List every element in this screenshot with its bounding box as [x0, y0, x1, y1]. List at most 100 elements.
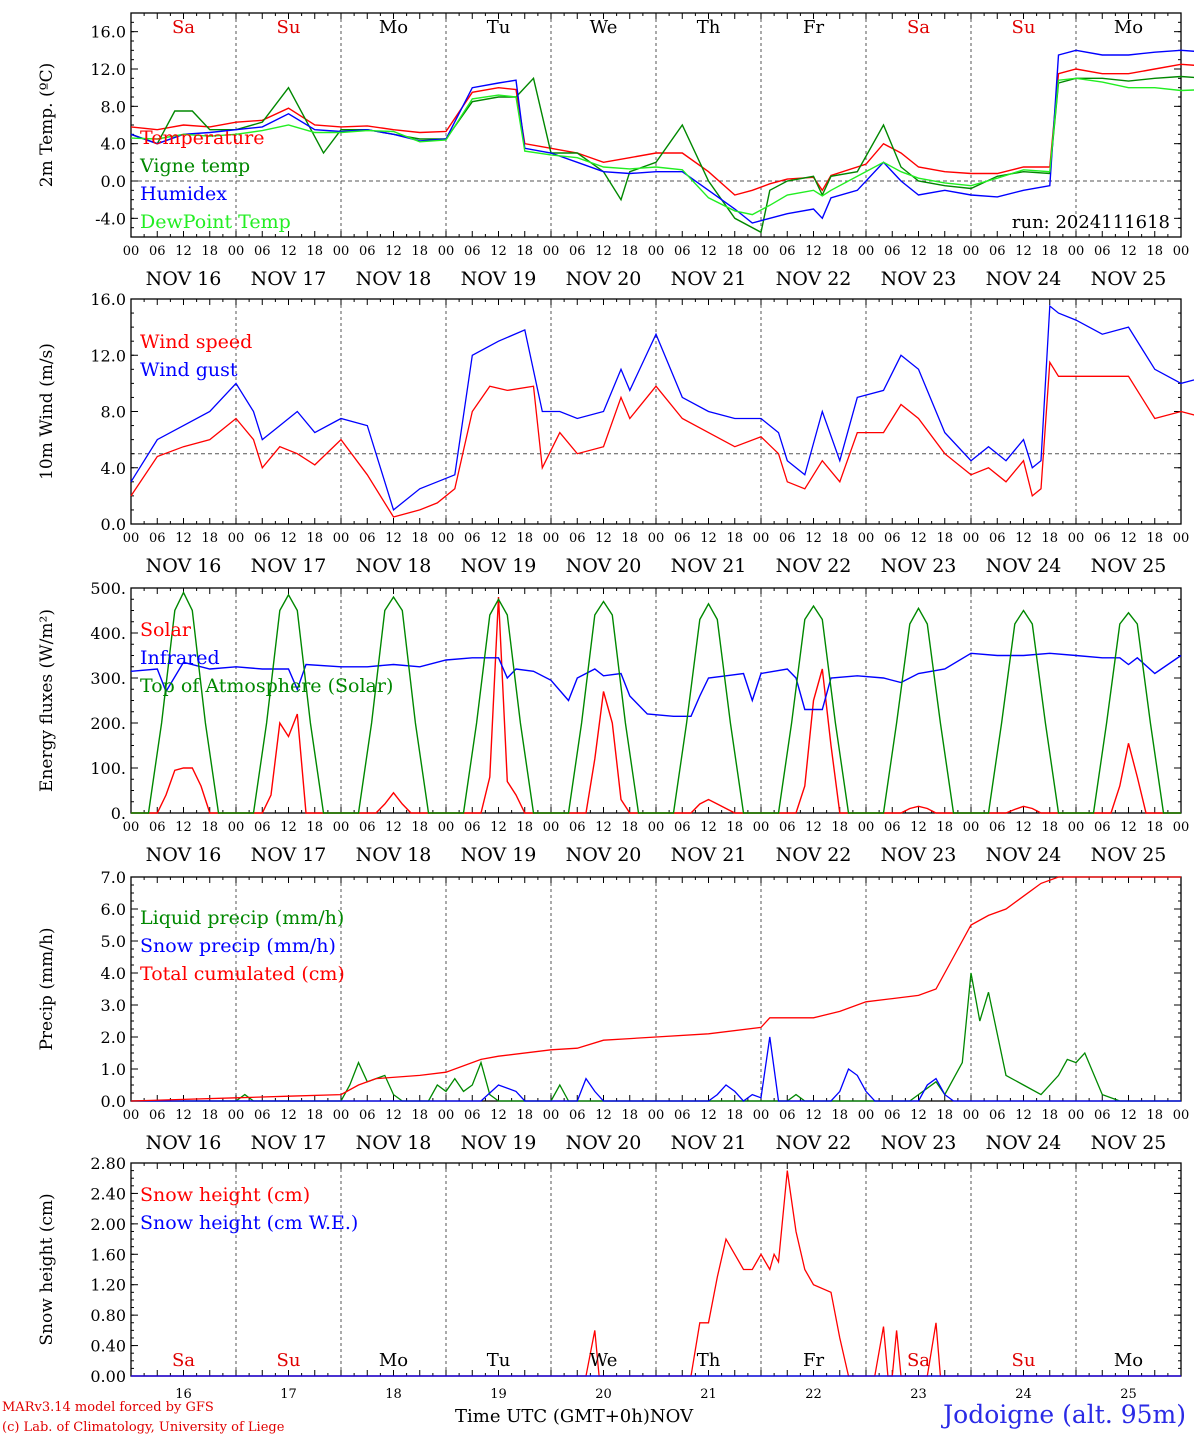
- weekday-label: Sa: [907, 1350, 930, 1371]
- hour-label: 18: [411, 244, 428, 259]
- hour-label: 06: [1094, 244, 1111, 259]
- hour-label: 18: [306, 1108, 323, 1123]
- hour-label: 12: [700, 820, 717, 835]
- hour-label: 12: [805, 244, 822, 259]
- hour-label: 06: [674, 244, 691, 259]
- hour-label: 00: [333, 1108, 350, 1123]
- hour-label: 06: [254, 820, 271, 835]
- panel-energy: 0. 100. 200. 300. 400. 500. Energy fluxes (W/m…: [37, 579, 1189, 866]
- hour-label: 12: [910, 820, 927, 835]
- hour-label: 00: [858, 244, 875, 259]
- day-number-label: 22: [805, 1387, 822, 1402]
- hour-label: 12: [595, 244, 612, 259]
- date-label: NOV 21: [671, 555, 747, 577]
- series-line-precip-1: [131, 1036, 1181, 1102]
- hour-label: 18: [726, 1108, 743, 1123]
- hour-label: 06: [779, 820, 796, 835]
- y-tick-label: 4.0: [101, 135, 126, 154]
- hour-label: 18: [1146, 244, 1163, 259]
- series-line-energy-2: [131, 590, 1181, 814]
- hour-label: 06: [989, 820, 1006, 835]
- weekday-label: Sa: [907, 17, 930, 38]
- hour-label: 18: [516, 820, 533, 835]
- hour-label: 18: [936, 1108, 953, 1123]
- legend-temp-0: Temperature: [140, 127, 264, 149]
- hour-label: 18: [201, 1108, 218, 1123]
- hour-label: 06: [254, 1108, 271, 1123]
- hour-label: 00: [123, 820, 140, 835]
- date-label: NOV 24: [986, 268, 1062, 290]
- series-line-temp-2: [130, 49, 1194, 224]
- hour-label: 00: [543, 531, 560, 546]
- day-number-label: 19: [490, 1387, 507, 1402]
- y-tick-label: 0.00: [90, 1367, 126, 1386]
- hour-label: 12: [700, 1108, 717, 1123]
- y-tick-label: 400.: [90, 624, 126, 643]
- hour-label: 00: [1068, 1108, 1085, 1123]
- weekday-label: Fr: [803, 1350, 824, 1371]
- hour-label: 12: [595, 531, 612, 546]
- y-tick-label: 500.: [90, 579, 126, 598]
- day-number-label: 25: [1120, 1387, 1137, 1402]
- lab-credit: (c) Lab. of Climatology, University of L…: [2, 1420, 285, 1435]
- hour-label: 00: [963, 531, 980, 546]
- hour-label: 06: [464, 244, 481, 259]
- day-number-label: 16: [175, 1387, 192, 1402]
- y-tick-label: 200.: [90, 714, 126, 733]
- day-number-label: 18: [385, 1387, 402, 1402]
- legend-snow-0: Snow height (cm): [140, 1184, 310, 1206]
- hour-label: 06: [779, 244, 796, 259]
- hour-label: 00: [648, 820, 665, 835]
- hour-label: 00: [228, 1108, 245, 1123]
- y-axis-label: Snow height (cm): [37, 1193, 57, 1345]
- hour-label: 00: [1173, 820, 1190, 835]
- y-tick-label: 8.0: [101, 403, 126, 422]
- legend-temp-2: Humidex: [140, 183, 227, 205]
- date-label: NOV 20: [566, 844, 642, 866]
- weekday-label: Th: [697, 1350, 721, 1371]
- y-tick-label: 0.80: [90, 1306, 126, 1325]
- hour-label: 00: [753, 531, 770, 546]
- hour-label: 12: [910, 531, 927, 546]
- weekday-label: Tu: [487, 17, 511, 38]
- hour-label: 06: [149, 531, 166, 546]
- date-label: NOV 21: [671, 268, 747, 290]
- hour-label: 00: [1068, 244, 1085, 259]
- date-label: NOV 17: [251, 268, 327, 290]
- weekday-label: Th: [697, 17, 721, 38]
- date-label: NOV 22: [776, 1132, 852, 1154]
- date-label: NOV 17: [251, 844, 327, 866]
- hour-label: 00: [543, 820, 560, 835]
- panel-temp: -4.0 0.0 4.0 8.0 12.0 16.0 2m Temp. (ºC) Temper…: [37, 12, 1194, 290]
- hour-label: 12: [490, 244, 507, 259]
- series-line-temp-1: [130, 75, 1194, 234]
- hour-label: 18: [516, 244, 533, 259]
- hour-label: 00: [123, 244, 140, 259]
- x-axis-title: Time UTC (GMT+0h)NOV: [455, 1406, 694, 1427]
- hour-label: 00: [1173, 244, 1190, 259]
- weekday-label: Su: [1012, 17, 1036, 38]
- legend-energy-0: Solar: [140, 619, 192, 641]
- hour-label: 06: [779, 1108, 796, 1123]
- y-axis-label: Energy fluxes (W/m²): [37, 609, 57, 792]
- date-label: NOV 21: [671, 844, 747, 866]
- hour-label: 12: [385, 244, 402, 259]
- date-label: NOV 21: [671, 1132, 747, 1154]
- series-line-wind-1: [130, 304, 1194, 512]
- hour-label: 06: [884, 244, 901, 259]
- series-line-energy-1: [130, 652, 1182, 717]
- hour-label: 06: [359, 820, 376, 835]
- weekday-label: Sa: [172, 1350, 195, 1371]
- hour-label: 00: [648, 1108, 665, 1123]
- hour-label: 18: [831, 1108, 848, 1123]
- y-axis-label: 10m Wind (m/s): [37, 343, 57, 480]
- hour-label: 12: [805, 1108, 822, 1123]
- y-tick-label: 1.20: [90, 1276, 126, 1295]
- hour-label: 12: [490, 531, 507, 546]
- date-label: NOV 24: [986, 555, 1062, 577]
- hour-label: 06: [359, 531, 376, 546]
- hour-label: 18: [411, 820, 428, 835]
- date-label: NOV 22: [776, 268, 852, 290]
- hour-label: 06: [569, 244, 586, 259]
